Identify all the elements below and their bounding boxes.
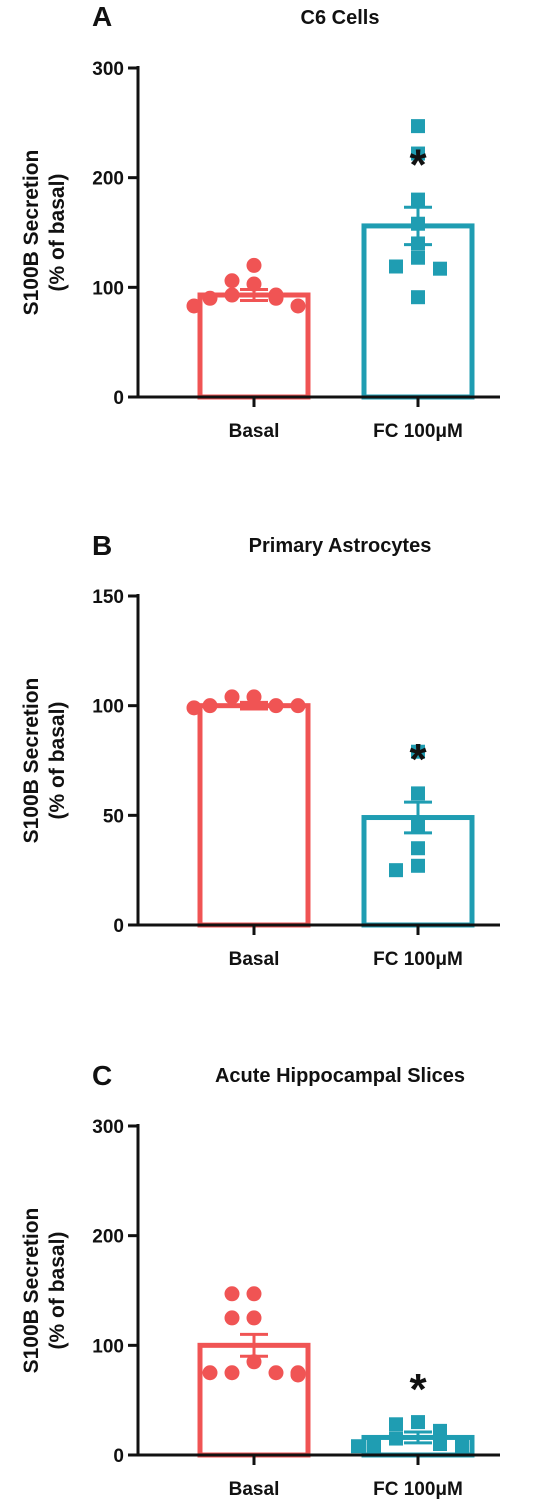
y-tick-label: 0 xyxy=(113,1446,124,1467)
y-axis-label-line2: (% of basal) xyxy=(46,174,69,292)
x-tick-label: FC 100μM xyxy=(373,949,463,970)
significance-marker: * xyxy=(409,735,427,784)
data-point-fc xyxy=(411,216,425,231)
data-point-fc xyxy=(433,1423,447,1438)
data-point-basal xyxy=(224,1365,240,1381)
y-tick-label: 50 xyxy=(103,806,124,827)
panel-b: B Primary Astrocytes S100B Secretion (% of … xyxy=(20,530,500,970)
panel-a: A C6 Cells S100B Secretion (% of basal) 0 100… xyxy=(20,1,500,442)
data-point-fc xyxy=(433,261,447,276)
y-tick-label: 100 xyxy=(92,278,124,299)
data-point-fc xyxy=(411,858,425,873)
data-point-basal xyxy=(224,273,240,289)
data-point-basal xyxy=(246,1286,262,1302)
y-tick-label: 0 xyxy=(113,916,124,937)
y-tick-label: 100 xyxy=(92,697,124,718)
data-point-basal xyxy=(246,1354,262,1370)
data-point-fc xyxy=(367,1439,381,1454)
data-point-basal xyxy=(290,1367,306,1383)
data-point-basal xyxy=(186,298,202,314)
data-point-basal xyxy=(246,1310,262,1326)
data-point-fc xyxy=(411,786,425,801)
data-point-basal xyxy=(202,1365,218,1381)
data-point-fc xyxy=(389,1417,403,1432)
data-point-fc xyxy=(411,744,425,759)
x-tick-label: Basal xyxy=(229,1479,280,1500)
y-axis-label-line1: S100B Secretion xyxy=(20,150,43,316)
y-tick-label: 300 xyxy=(92,1117,124,1138)
panel-letter: A xyxy=(92,1,112,32)
panel-letter: C xyxy=(92,1060,112,1091)
x-tick-label: FC 100μM xyxy=(373,1479,463,1500)
panel-c: C Acute Hippocampal Slices S100B Secretion… xyxy=(20,1060,500,1500)
data-point-fc xyxy=(389,259,403,274)
data-point-fc xyxy=(433,1437,447,1452)
x-tick-label: Basal xyxy=(229,949,280,970)
data-point-basal xyxy=(202,290,218,306)
chart-title: C6 Cells xyxy=(301,7,380,29)
data-point-fc xyxy=(411,192,425,207)
data-point-fc xyxy=(389,1431,403,1446)
data-point-basal xyxy=(268,290,284,306)
panel-letter: B xyxy=(92,530,112,561)
significance-marker: * xyxy=(409,1365,427,1414)
x-tick-label: FC 100μM xyxy=(373,421,463,442)
y-tick-label: 150 xyxy=(92,587,124,608)
data-point-basal xyxy=(290,698,306,714)
data-point-fc xyxy=(411,236,425,251)
data-point-fc xyxy=(411,119,425,134)
data-point-fc xyxy=(455,1439,469,1454)
data-point-basal xyxy=(186,700,202,716)
data-point-fc xyxy=(351,1439,365,1454)
data-point-basal xyxy=(224,1310,240,1326)
y-axis-label-line1: S100B Secretion xyxy=(20,1208,43,1374)
data-point-basal xyxy=(224,287,240,303)
y-tick-label: 0 xyxy=(113,388,124,409)
y-axis-label-line2: (% of basal) xyxy=(46,702,69,820)
data-point-basal xyxy=(224,1286,240,1302)
data-point-fc xyxy=(411,841,425,856)
data-point-basal xyxy=(246,257,262,273)
y-tick-label: 100 xyxy=(92,1336,124,1357)
significance-marker: * xyxy=(409,140,427,189)
bar-basal xyxy=(197,292,311,400)
y-tick-label: 300 xyxy=(92,59,124,80)
data-point-basal xyxy=(246,276,262,292)
chart-title: Acute Hippocampal Slices xyxy=(215,1065,465,1087)
data-point-fc xyxy=(389,863,403,878)
y-tick-label: 200 xyxy=(92,169,124,190)
data-point-basal xyxy=(202,698,218,714)
data-point-fc xyxy=(411,819,425,834)
y-axis-label-line1: S100B Secretion xyxy=(20,678,43,844)
data-point-basal xyxy=(246,689,262,705)
data-point-fc xyxy=(411,290,425,305)
data-point-basal xyxy=(268,1365,284,1381)
y-tick-label: 200 xyxy=(92,1227,124,1248)
data-point-basal xyxy=(268,698,284,714)
data-point-fc xyxy=(411,250,425,265)
data-point-fc xyxy=(411,146,425,161)
chart-title: Primary Astrocytes xyxy=(249,535,432,557)
y-axis-label-line2: (% of basal) xyxy=(46,1232,69,1350)
data-point-basal xyxy=(290,298,306,314)
data-point-basal xyxy=(224,689,240,705)
bar-basal xyxy=(197,703,311,928)
x-tick-label: Basal xyxy=(229,421,280,442)
data-point-fc xyxy=(411,1415,425,1430)
